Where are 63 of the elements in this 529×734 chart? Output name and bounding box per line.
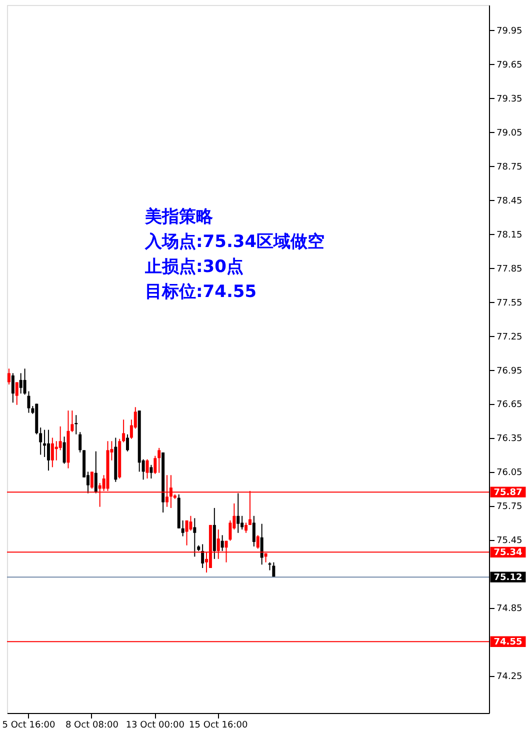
annotation: 入场点:75.34区域做空 (144, 232, 325, 252)
candlestick (90, 471, 94, 490)
candlestick (39, 427, 42, 456)
candlestick (146, 458, 149, 480)
annotation: 止损点:30点 (144, 257, 244, 277)
candlestick (62, 436, 66, 464)
candlestick (244, 522, 248, 534)
candlestick (7, 368, 10, 385)
y-tick-label: 78.15 (496, 230, 522, 240)
ref-line-label: 75.34 (494, 548, 522, 558)
candlestick (193, 518, 196, 558)
ref-line-label: 75.87 (494, 488, 522, 498)
y-tick-label: 74.25 (496, 672, 522, 682)
candlestick (189, 515, 192, 532)
ref-line-label: 75.12 (494, 573, 522, 584)
candlestick (94, 450, 98, 494)
candlestick (11, 372, 14, 404)
y-tick-label: 79.65 (496, 60, 522, 70)
x-tick-label: 15 Oct 16:00 (189, 720, 248, 730)
candlestick (220, 534, 224, 552)
candlestick (260, 523, 264, 566)
candlestick (256, 534, 260, 550)
candlestick (240, 515, 244, 530)
candlestick (70, 410, 74, 433)
candlestick (126, 434, 129, 452)
y-tick-label: 76.35 (496, 434, 522, 444)
candlestick (78, 432, 82, 453)
y-tick-label: 76.65 (496, 400, 522, 410)
y-tick-label: 79.05 (496, 128, 522, 138)
y-tick-label: 75.45 (496, 536, 522, 546)
ref-line-label: 74.55 (494, 638, 522, 648)
candlestick (201, 544, 204, 568)
y-tick-label: 77.25 (496, 332, 522, 342)
y-tick-label: 76.95 (496, 366, 522, 376)
candlestick (19, 372, 22, 394)
annotation: 美指策略 (144, 207, 214, 227)
y-tick-label: 77.85 (496, 264, 522, 274)
candlestick (252, 515, 256, 547)
x-tick-label: 8 Oct 08:00 (65, 720, 119, 730)
candlestick (181, 520, 184, 537)
y-tick-label: 78.45 (496, 196, 522, 206)
candlestick (15, 382, 18, 406)
candlestick (236, 492, 240, 534)
candlestick (228, 520, 232, 542)
candlestick (58, 426, 62, 451)
x-tick-label: 5 Oct 16:00 (2, 720, 56, 730)
candlestick (150, 464, 153, 480)
y-tick-label: 79.35 (496, 94, 522, 104)
candlestick (158, 447, 161, 474)
candlestick (272, 562, 276, 578)
candlestick (46, 429, 50, 472)
y-tick-label: 75.75 (496, 502, 522, 512)
y-tick-label: 74.85 (496, 604, 522, 614)
annotation: 目标位:74.55 (145, 282, 257, 302)
candlestick (185, 520, 188, 546)
candlestick (50, 437, 54, 468)
candlestick (154, 455, 157, 474)
y-tick-label: 77.55 (496, 298, 522, 308)
candlestick (122, 419, 126, 443)
y-tick-label: 78.75 (496, 162, 522, 172)
x-tick-label: 13 Oct 00:00 (126, 720, 185, 730)
y-tick-label: 79.95 (496, 26, 522, 36)
y-tick-label: 76.05 (496, 468, 522, 478)
